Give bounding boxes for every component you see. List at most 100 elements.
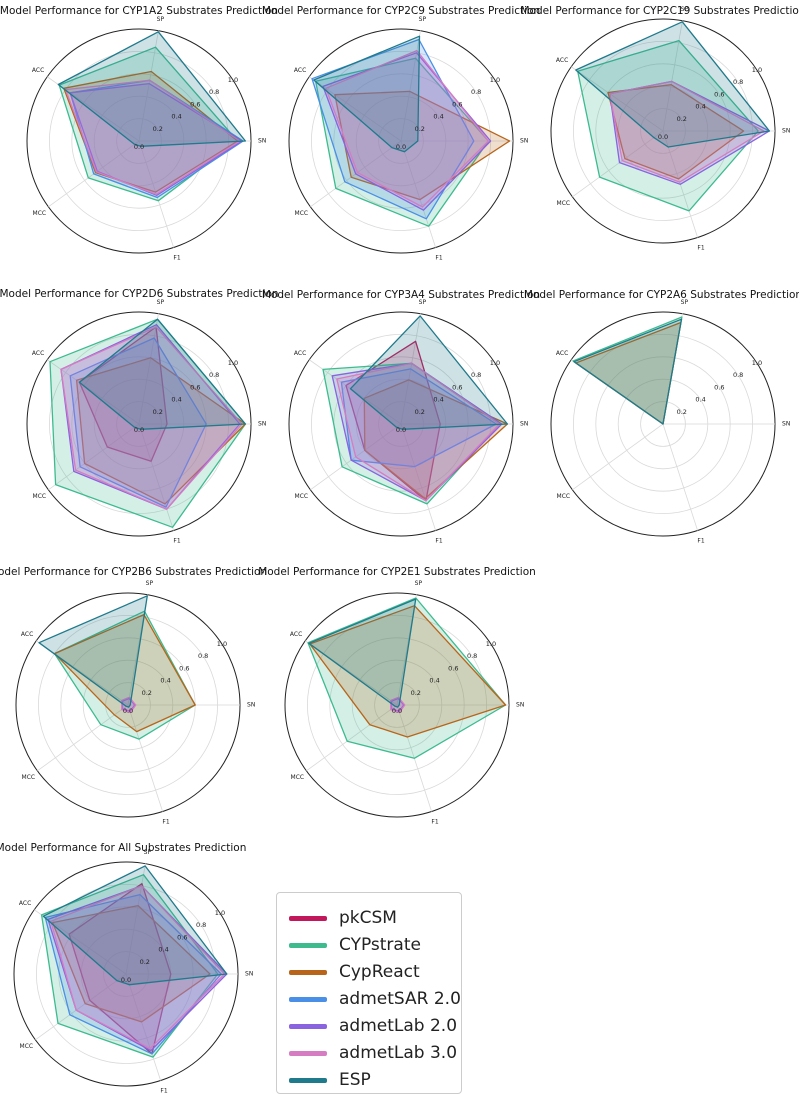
radial-tick-label: 0.4	[695, 103, 705, 111]
radial-tick-label: 0.4	[171, 113, 181, 121]
legend-item-admetlab3: admetLab 3.0	[289, 1040, 457, 1066]
chart-title: Model Performance for CYP2B6 Substrates …	[0, 566, 267, 578]
axis-label-sn: SN	[245, 971, 253, 978]
legend-swatch-esp	[289, 1077, 327, 1083]
series-admetsar-2-0-polygon	[311, 38, 475, 220]
legend-label-admetlab2: admetLab 2.0	[339, 1016, 458, 1036]
radial-tick-label: 0.2	[153, 408, 163, 416]
radial-tick-label: 0.0	[123, 707, 133, 715]
axis-label-f1: F1	[431, 819, 438, 826]
axis-label-mcc: MCC	[557, 200, 571, 207]
radial-tick-label: 0.4	[433, 396, 443, 404]
radial-tick-label: 0.4	[171, 396, 181, 404]
radial-tick-label: 1.0	[228, 76, 238, 84]
legend-label-esp: ESP	[339, 1070, 371, 1090]
series-esp-polygon	[349, 315, 509, 430]
radial-tick-label: 0.0	[658, 133, 668, 141]
axis-label-mcc: MCC	[295, 493, 309, 500]
radial-tick-label: 0.4	[158, 946, 168, 954]
chart-title: Model Performance for CYP2E1 Substrates …	[258, 566, 536, 578]
axis-label-sn: SN	[247, 702, 255, 709]
spoke-mcc	[35, 973, 127, 1041]
axis-label-mcc: MCC	[557, 493, 571, 500]
radial-tick-label: 1.0	[486, 640, 496, 648]
axis-label-sn: SN	[516, 702, 524, 709]
axis-label-mcc: MCC	[33, 210, 47, 217]
axis-label-sp: SP	[144, 849, 152, 856]
legend-swatch-admetlab2	[289, 1023, 327, 1029]
axis-label-sn: SN	[782, 128, 790, 135]
series-cypreact-polygon	[51, 904, 211, 1023]
axis-label-sn: SN	[782, 421, 790, 428]
series-admetsar-2-0-polygon	[69, 337, 207, 508]
radial-tick-label: 1.0	[228, 359, 238, 367]
series-admetlab-3-0-polygon	[60, 326, 243, 510]
series-admetlab-3-0-polygon	[50, 885, 226, 1050]
axis-label-f1: F1	[160, 1088, 167, 1095]
radar-chart-cyp2c19: Model Performance for CYP2C19 Substrates…	[521, 5, 799, 252]
axis-label-acc: ACC	[294, 350, 306, 357]
spoke-sp	[662, 20, 683, 132]
radial-tick-label: 0.2	[415, 408, 425, 416]
radial-tick-label: 0.8	[209, 371, 219, 379]
series-admetlab-2-0-polygon	[121, 697, 136, 713]
series-admetlab-3-0-polygon	[64, 79, 241, 195]
axis-label-mcc: MCC	[22, 774, 36, 781]
spoke-mcc	[48, 423, 140, 491]
legend-label-admetsar2: admetSAR 2.0	[339, 989, 461, 1009]
radial-tick-label: 0.2	[140, 958, 150, 966]
legend-item-cypstrate: CYPstrate	[289, 932, 421, 958]
legend-item-cypreact: CypReact	[289, 959, 420, 985]
radial-tick-label: 0.0	[121, 976, 131, 984]
radial-tick-label: 0.2	[677, 408, 687, 416]
axis-label-acc: ACC	[32, 350, 44, 357]
axis-label-acc: ACC	[294, 67, 306, 74]
series-admetsar-2-0-polygon	[340, 368, 497, 468]
radar-chart-cyp2b6: Model Performance for CYP2B6 Substrates …	[0, 566, 267, 826]
radial-tick-label: 1.0	[490, 76, 500, 84]
legend: pkCSM CYPstrate CypReact admetSAR 2.0 ad…	[276, 892, 462, 1094]
series-admetlab-2-0-polygon	[390, 697, 405, 713]
legend-swatch-admetsar2	[289, 996, 327, 1002]
axis-label-sp: SP	[419, 299, 427, 306]
legend-item-esp: ESP	[289, 1067, 371, 1093]
legend-label-cypstrate: CYPstrate	[339, 935, 421, 955]
legend-swatch-pkcsm	[289, 915, 327, 921]
spoke-acc	[571, 66, 664, 132]
radial-tick-label: 1.0	[752, 66, 762, 74]
chart-title: Model Performance for CYP2A6 Substrates …	[524, 289, 799, 301]
axis-label-sn: SN	[520, 421, 528, 428]
radial-tick-label: 1.0	[752, 359, 762, 367]
radial-tick-label: 0.4	[433, 113, 443, 121]
axis-label-f1: F1	[173, 538, 180, 545]
axis-label-acc: ACC	[32, 67, 44, 74]
spoke-mcc	[572, 130, 664, 198]
radial-tick-label: 0.0	[396, 143, 406, 151]
radial-tick-label: 0.2	[411, 689, 421, 697]
axis-label-acc: ACC	[19, 900, 31, 907]
radial-tick-label: 0.2	[142, 689, 152, 697]
radial-tick-label: 0.8	[733, 371, 743, 379]
axis-label-sn: SN	[520, 138, 528, 145]
series-admetlab-3-0-polygon	[389, 696, 406, 714]
radar-chart-cyp2c9: Model Performance for CYP2C9 Substrates …	[262, 5, 540, 262]
axis-label-sp: SP	[681, 6, 689, 13]
legend-swatch-cypstrate	[289, 942, 327, 948]
radial-tick-label: 0.4	[695, 396, 705, 404]
radar-chart-cyp2d6: Model Performance for CYP2D6 Substrates …	[0, 288, 279, 545]
radial-tick-label: 0.8	[471, 371, 481, 379]
axis-label-sp: SP	[681, 299, 689, 306]
radial-tick-label: 1.0	[215, 909, 225, 917]
axis-label-mcc: MCC	[33, 493, 47, 500]
spoke-f1	[400, 140, 436, 248]
series-esp-polygon	[313, 35, 421, 153]
series-cypstrate-polygon	[577, 39, 759, 212]
series-cypreact-polygon	[75, 357, 247, 505]
radar-chart-cyp2a6: Model Performance for CYP2A6 Substrates …	[524, 289, 799, 545]
series-esp-polygon	[42, 865, 228, 986]
radar-chart-all: Model Performance for All Substrates Pre…	[0, 842, 253, 1095]
chart-title: Model Performance for CYP2D6 Substrates …	[0, 288, 279, 300]
series-esp-polygon	[575, 21, 771, 148]
series-cypreact-polygon	[53, 613, 196, 733]
